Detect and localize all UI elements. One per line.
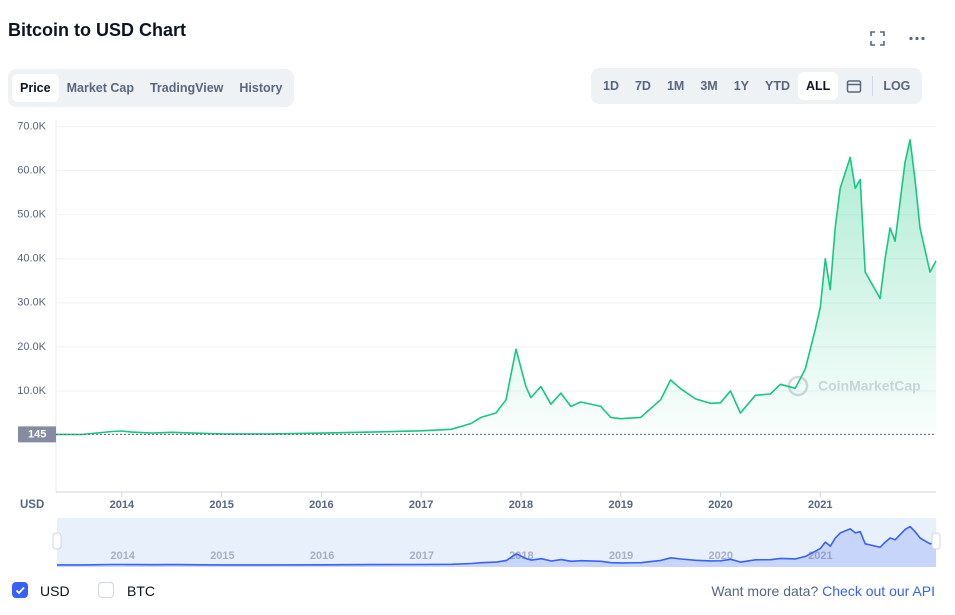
range-button[interactable]: ALL <box>798 72 839 100</box>
y-tick-label: 70.0K <box>17 121 46 133</box>
y-axis-label: USD <box>20 499 44 511</box>
navigator-tick-label: 2020 <box>708 550 732 562</box>
range-button[interactable]: 1D <box>603 79 619 93</box>
y-tick-label: 20.0K <box>17 341 46 353</box>
x-tick-label: 2015 <box>209 499 233 511</box>
range-button[interactable]: 1M <box>666 79 685 93</box>
fullscreen-icon[interactable] <box>870 31 885 46</box>
navigator-tick-label: 2019 <box>609 550 633 562</box>
x-tick-label: 2020 <box>708 499 732 511</box>
x-tick-label: 2016 <box>309 499 333 511</box>
range-button[interactable]: 7D <box>634 79 651 93</box>
x-tick-label: 2018 <box>509 499 533 511</box>
tab-button[interactable]: Market Cap <box>66 81 134 95</box>
tab-group: Price Market Cap TradingView History <box>8 69 295 107</box>
tab-button[interactable]: Price <box>12 74 59 102</box>
api-link[interactable]: Check out our API <box>822 583 935 599</box>
tab-button[interactable]: TradingView <box>149 81 224 95</box>
y-tick-label: 60.0K <box>17 165 46 177</box>
more-icon[interactable] <box>909 36 925 41</box>
start-price-badge <box>18 426 56 443</box>
y-tick-label: 10.0K <box>17 385 46 397</box>
page-title: Bitcoin to USD Chart <box>8 20 186 40</box>
navigator-handle[interactable] <box>931 532 941 550</box>
navigator-handle[interactable] <box>52 532 62 550</box>
navigator-line <box>57 525 937 566</box>
x-tick-label: 2021 <box>808 499 832 511</box>
y-tick-label: 50.0K <box>17 209 46 221</box>
range-group: 1D 7D 1M 3M 1Y YTD ALL LOG <box>591 68 923 104</box>
x-tick-label: 2014 <box>110 499 135 511</box>
navigator-tick-label: 2014 <box>111 550 136 562</box>
checkbox[interactable] <box>12 582 28 598</box>
chart: 10.0K 20.0K 30.0K 40.0K 50.0K 60.0K 70.0K 2014 2… <box>17 31 941 567</box>
separator <box>872 76 874 96</box>
start-price-label: 145 <box>28 428 46 440</box>
footer: USD BTC Want more data? Check out our API <box>0 578 955 604</box>
more-data: Want more data? Check out our API <box>711 583 935 599</box>
log-button[interactable]: LOG <box>883 79 911 93</box>
navigator-tick-label: 2015 <box>210 550 234 562</box>
calendar-icon <box>847 80 862 93</box>
check-icon <box>15 586 25 595</box>
y-tick-label: 30.0K <box>17 297 46 309</box>
checkbox-label: BTC <box>127 583 155 599</box>
range-button[interactable]: 3M <box>700 79 718 93</box>
tab-button[interactable]: History <box>239 81 283 95</box>
checkbox[interactable] <box>98 582 114 598</box>
y-tick-label: 40.0K <box>17 253 46 265</box>
navigator-tick-label: 2017 <box>410 550 434 562</box>
price-line-area <box>56 139 936 436</box>
navigator-tick-label: 2021 <box>808 550 832 562</box>
prompt: Want more data? <box>711 583 819 599</box>
calendar-button[interactable] <box>838 72 870 100</box>
x-tick-label: 2017 <box>409 499 433 511</box>
x-tick-label: 2019 <box>608 499 632 511</box>
checkbox-label: USD <box>40 583 70 599</box>
navigator-tick-label: 2016 <box>310 550 334 562</box>
range-button[interactable]: 1Y <box>733 79 750 93</box>
price-line <box>55 139 937 436</box>
range-button[interactable]: YTD <box>765 79 791 93</box>
